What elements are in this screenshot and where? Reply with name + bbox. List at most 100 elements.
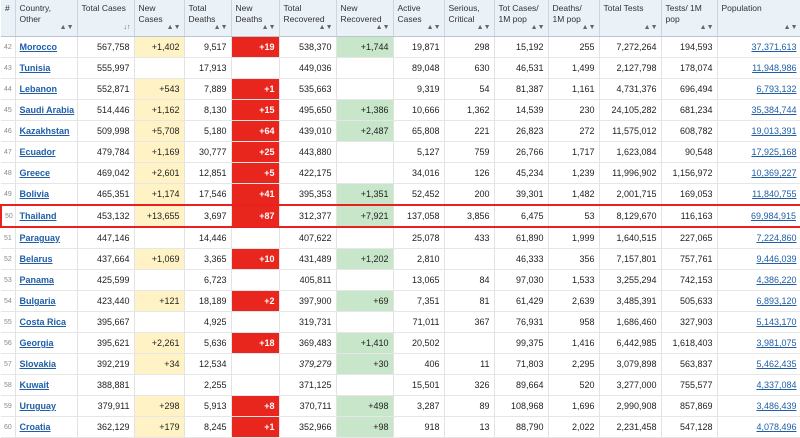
country-name-link[interactable]: Slovakia [19, 359, 57, 369]
active-cases-cell: 406 [393, 353, 445, 375]
country-name-link[interactable]: Belarus [19, 254, 53, 264]
country-name-link[interactable]: Uruguay [19, 401, 57, 411]
new-recovered-cell [336, 227, 394, 249]
country-name-link[interactable]: Tunisia [19, 63, 51, 73]
country-name-link[interactable]: Kuwait [19, 380, 50, 390]
header-new-recovered[interactable]: New Recovered ▲▼ [336, 0, 394, 37]
country-name-link[interactable]: Bolivia [19, 189, 50, 199]
country-name-link[interactable]: Costa Rica [19, 317, 67, 327]
header-total-cases[interactable]: Total Cases ↓↑ [77, 0, 135, 37]
country-name-link[interactable]: Georgia [19, 338, 54, 348]
population-value-link[interactable]: 9,446,039 [756, 254, 797, 264]
header-total-tests[interactable]: Total Tests ▲▼ [599, 0, 662, 37]
tests-per-million-cell: 1,156,972 [661, 162, 718, 184]
country-link: Kuwait [15, 374, 78, 396]
total-deaths-cell: 18,189 [184, 290, 232, 312]
country-link: Belarus [15, 248, 78, 270]
active-cases-cell: 10,666 [393, 99, 445, 121]
country-name-link[interactable]: Bulgaria [19, 296, 56, 306]
row-index: 57 [1, 353, 16, 375]
country-name-link[interactable]: Croatia [19, 422, 51, 432]
population-value-link[interactable]: 4,078,496 [756, 422, 797, 432]
population-value-link[interactable]: 35,384,744 [751, 105, 797, 115]
new-cases-cell: +5,708 [134, 120, 185, 142]
header-population[interactable]: Population ▲▼ [717, 0, 800, 37]
population-value-link[interactable]: 37,371,613 [751, 42, 797, 52]
total-tests-cell: 2,990,908 [599, 395, 662, 417]
country-name-link[interactable]: Kazakhstan [19, 126, 70, 136]
total-cases-cell: 552,871 [77, 78, 135, 100]
table-row: 60 Croatia 362,129 +179 8,245 +1 352,966 +98 918… [1, 416, 800, 438]
population-value-link[interactable]: 3,981,075 [756, 338, 797, 348]
row-index: 50 [0, 204, 16, 228]
deaths-per-million-cell: 272 [548, 120, 600, 142]
country-name-link[interactable]: Saudi Arabia [19, 105, 75, 115]
population-value-link[interactable]: 5,462,435 [756, 359, 797, 369]
serious-critical-cell [444, 332, 495, 354]
population-value-link[interactable]: 69,984,915 [750, 211, 796, 221]
header-tests-per-million[interactable]: Tests/ 1M pop ▲▼ [661, 0, 718, 37]
population-value-link[interactable]: 5,143,170 [756, 317, 797, 327]
table-row: 53 Panama 425,599 6,723 405,811 13,065 84 97,03… [1, 269, 800, 291]
total-recovered-cell: 379,279 [279, 353, 337, 375]
header-total-recovered[interactable]: Total Recovered ▲▼ [279, 0, 337, 37]
total-cases-cell: 423,440 [77, 290, 135, 312]
tests-per-million-cell: 227,065 [661, 227, 718, 249]
population-value-link[interactable]: 10,369,227 [751, 168, 797, 178]
population-value-link[interactable]: 4,386,220 [756, 275, 797, 285]
sort-arrows-icon: ▲▼ [375, 24, 390, 31]
header-index[interactable]: # [1, 0, 16, 37]
cases-per-million-cell: 108,968 [494, 395, 549, 417]
total-recovered-cell: 538,370 [279, 36, 337, 58]
population-value-link[interactable]: 17,925,168 [751, 147, 797, 157]
table-row: 55 Costa Rica 395,667 4,925 319,731 71,011 367… [1, 311, 800, 333]
population-value-link[interactable]: 4,337,084 [756, 380, 797, 390]
country-name-link[interactable]: Paraguay [19, 233, 61, 243]
total-deaths-cell: 3,365 [184, 248, 232, 270]
total-deaths-cell: 7,889 [184, 78, 232, 100]
country-name-link[interactable]: Panama [19, 275, 55, 285]
total-recovered-cell: 395,353 [279, 183, 337, 206]
header-cases-per-million-label: Tot Cases/ 1M pop [498, 3, 539, 24]
total-deaths-cell: 30,777 [184, 141, 232, 163]
total-recovered-cell: 431,489 [279, 248, 337, 270]
header-new-cases[interactable]: New Cases ▲▼ [134, 0, 185, 37]
country-name-link[interactable]: Ecuador [19, 147, 56, 157]
header-cases-per-million[interactable]: Tot Cases/ 1M pop ▲▼ [494, 0, 549, 37]
active-cases-cell: 89,048 [393, 57, 445, 79]
population-value-link[interactable]: 3,486,439 [756, 401, 797, 411]
header-active-cases[interactable]: Active Cases ▲▼ [393, 0, 445, 37]
population-link: 37,371,613 [717, 36, 800, 58]
total-tests-cell: 24,105,282 [599, 99, 662, 121]
population-value-link[interactable]: 19,013,391 [751, 126, 797, 136]
header-deaths-per-million[interactable]: Deaths/ 1M pop ▲▼ [548, 0, 600, 37]
total-recovered-cell: 495,650 [279, 99, 337, 121]
tests-per-million-cell: 327,903 [661, 311, 718, 333]
population-value-link[interactable]: 11,840,755 [752, 189, 797, 199]
country-name-link[interactable]: Greece [19, 168, 51, 178]
header-serious[interactable]: Serious, Critical ▲▼ [444, 0, 495, 37]
population-link: 11,948,986 [717, 57, 800, 79]
header-total-deaths[interactable]: Total Deaths ▲▼ [184, 0, 232, 37]
row-index: 49 [1, 183, 16, 206]
header-country[interactable]: Country, Other ▲▼ [15, 0, 78, 37]
population-value-link[interactable]: 6,893,120 [756, 296, 797, 306]
table-row: 46 Kazakhstan 509,998 +5,708 5,180 +64 439,010… [1, 120, 800, 142]
header-new-deaths[interactable]: New Deaths ▲▼ [231, 0, 280, 37]
country-name-link[interactable]: Thailand [19, 211, 57, 221]
tests-per-million-cell: 547,128 [661, 416, 718, 438]
total-tests-cell: 7,272,264 [599, 36, 662, 58]
population-value-link[interactable]: 7,224,860 [756, 233, 797, 243]
country-name-link[interactable]: Lebanon [19, 84, 58, 94]
total-recovered-cell: 449,036 [279, 57, 337, 79]
total-deaths-cell: 2,255 [184, 374, 232, 396]
population-value-link[interactable]: 6,793,132 [756, 84, 797, 94]
population-value-link[interactable]: 11,948,986 [752, 63, 797, 73]
country-name-link[interactable]: Morocco [19, 42, 58, 52]
tests-per-million-cell: 757,761 [661, 248, 718, 270]
deaths-per-million-cell: 53 [548, 204, 600, 228]
deaths-per-million-cell: 1,482 [548, 183, 600, 206]
cases-per-million-cell: 46,333 [494, 248, 549, 270]
country-link: Panama [15, 269, 78, 291]
header-total-recovered-label: Total Recovered [283, 3, 325, 24]
